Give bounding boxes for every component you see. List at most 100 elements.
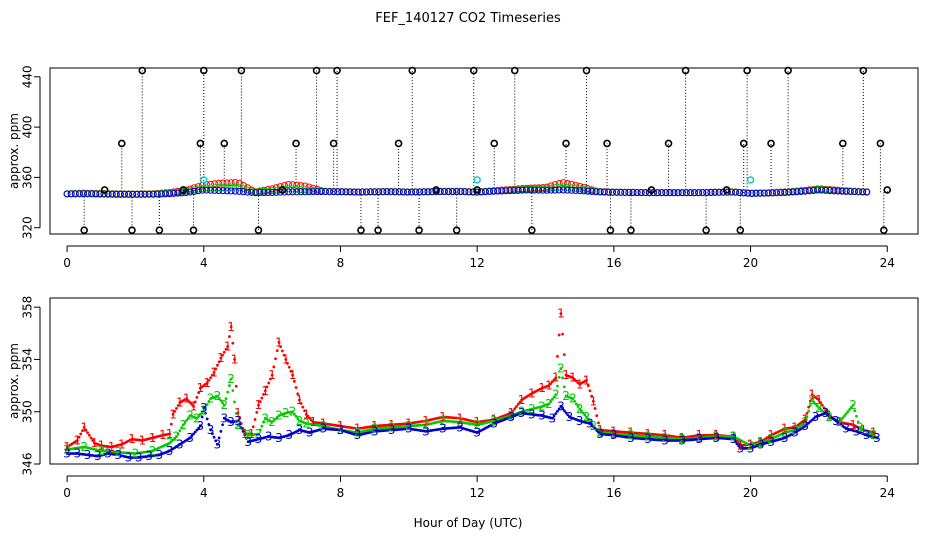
bottom-series1-trace-dot: [274, 357, 277, 361]
bottom-series2-point: 2: [388, 420, 396, 434]
top-series3-point: [100, 190, 108, 198]
bottom-series1-trace-dot: [562, 353, 566, 357]
bottom-series2-point: 2: [275, 409, 283, 423]
bottom-series1-trace-dot: [251, 425, 255, 429]
bottom-series3-point: 3: [596, 427, 604, 441]
bottom-series1-trace-dot: [595, 414, 599, 418]
top-series3-point: [457, 188, 465, 196]
top-series2-point: [301, 186, 309, 194]
top-series1-point: [289, 181, 297, 189]
top-series1-point: [235, 179, 243, 187]
top-series3-point: [239, 188, 247, 196]
bottom-series3-point: 3: [176, 437, 184, 451]
top-series3-point: [120, 190, 128, 198]
bottom-series3-trace-dot: [588, 422, 592, 425]
top-series3-point: [108, 190, 116, 198]
bottom-series2-trace-dot: [856, 420, 860, 424]
bottom-series1-point: 1: [248, 427, 256, 441]
bottom-series2-point: 2: [473, 418, 481, 432]
top-flagged-point: [196, 139, 205, 148]
bottom-series2-point: 2: [220, 398, 228, 412]
top-series3-point: [153, 190, 161, 198]
bottom-series2-point: 2: [562, 389, 570, 403]
top-flagged-point: [722, 186, 731, 194]
bottom-series1-trace-dot: [77, 435, 81, 439]
bottom-series2-trace-dot: [846, 410, 850, 413]
top-x-tick-label: 20: [743, 256, 758, 270]
top-series3-point: [264, 189, 272, 197]
bottom-series1-trace-dot: [559, 312, 563, 316]
bottom-series2-point: 2: [695, 431, 703, 445]
bottom-series3-point: 3: [388, 423, 396, 437]
top-series3-point: [461, 188, 469, 196]
top-series3-point: [301, 188, 309, 196]
top-series3-point: [592, 188, 600, 196]
bottom-series3-point: 3: [586, 416, 594, 430]
bottom-series1-point: 1: [97, 439, 105, 453]
bottom-series1-point: 1: [231, 352, 239, 366]
top-cyan-point: [200, 176, 208, 184]
top-series3-point: [260, 189, 268, 197]
top-series2-point: [227, 183, 235, 191]
top-series3-point: [211, 186, 219, 194]
bottom-series3-point: 3: [94, 449, 102, 463]
bottom-series2-point: 2: [282, 406, 290, 420]
bottom-series1-point: 1: [627, 426, 635, 440]
top-flagged-point: [702, 226, 710, 235]
bottom-series3-trace-dot: [564, 411, 568, 415]
top-data-marks: [63, 66, 892, 235]
top-series3-point: [358, 188, 366, 196]
top-series3-point: [805, 187, 813, 195]
top-series3-point: [764, 189, 772, 197]
bottom-series2-trace-dot: [183, 421, 187, 424]
bottom-series3-point: 3: [736, 441, 744, 455]
bottom-series1-trace-dot: [265, 385, 269, 389]
bottom-series1-trace-dot: [287, 365, 291, 369]
bottom-series3-point: 3: [678, 433, 686, 447]
bottom-series3-point: 3: [255, 432, 263, 446]
top-x-tick-label: 16: [606, 256, 621, 270]
bottom-series2-point: 2: [80, 440, 88, 454]
top-series3-point: [859, 188, 867, 196]
bottom-series2-trace-dot: [185, 418, 189, 422]
bottom-series1-trace-dot: [91, 439, 95, 442]
bottom-series1-trace-dot: [291, 373, 295, 377]
bottom-series1-point: 1: [528, 386, 536, 400]
bottom-series2-trace-dot: [550, 397, 554, 401]
top-y-tick-label: 320: [21, 216, 35, 239]
top-flagged-point: [237, 66, 246, 75]
bottom-series1-trace-dot: [284, 358, 288, 361]
top-series3-point: [637, 189, 645, 197]
bottom-series3-point: 3: [832, 414, 840, 428]
bottom-series2-point: 2: [644, 430, 652, 444]
bottom-series1-trace-dot: [591, 399, 595, 403]
bottom-series1-point: 1: [439, 410, 447, 424]
top-x-tick-label: 8: [337, 256, 345, 270]
top-series3-point: [855, 188, 863, 196]
bottom-series1-trace-dot: [81, 429, 84, 433]
bottom-x-tick-label: 4: [200, 486, 208, 500]
bottom-series2-point: 2: [730, 430, 738, 444]
bottom-series2-point: 2: [207, 392, 215, 406]
top-series3-point: [412, 188, 420, 196]
bottom-series1-point: 1: [860, 423, 868, 437]
bottom-series2-trace-dot: [291, 410, 295, 414]
bottom-series1-point: 1: [473, 415, 481, 429]
top-series3-point: [88, 190, 96, 198]
bottom-series1-point: 1: [836, 415, 844, 429]
bottom-series1-trace-dot: [516, 402, 520, 406]
bottom-series1-trace-dot: [255, 410, 259, 414]
bottom-series2-trace-dot: [202, 409, 206, 412]
bottom-series1-trace-dot: [272, 365, 276, 369]
top-series3-point: [555, 186, 563, 194]
top-flagged-point: [138, 66, 147, 75]
bottom-series1-trace-dot: [207, 378, 211, 382]
top-series3-point: [842, 187, 850, 195]
bottom-series1-trace-dot: [822, 406, 826, 410]
bottom-series3-trace-dot: [241, 429, 245, 433]
bottom-series1-point: 1: [74, 433, 82, 447]
top-flagged-point: [189, 226, 198, 235]
top-flagged-point: [736, 226, 745, 235]
bottom-series1-point: 1: [825, 409, 833, 423]
